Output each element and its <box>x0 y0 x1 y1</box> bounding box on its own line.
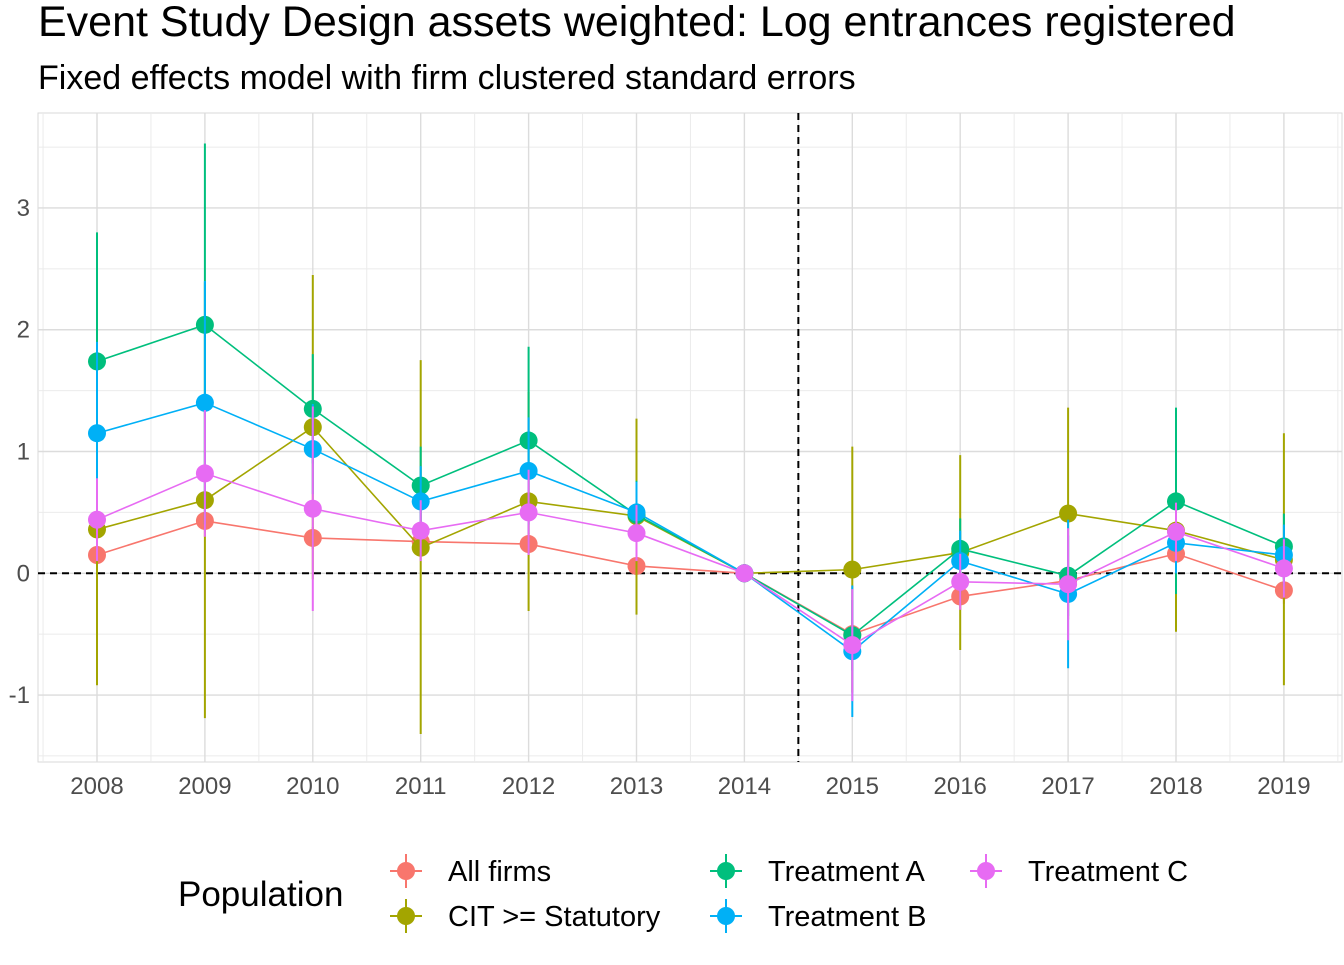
data-point <box>1059 504 1078 523</box>
chart-title: Event Study Design assets weighted: Log … <box>38 0 1236 46</box>
series-line <box>96 472 1285 647</box>
legend-label: Treatment A <box>768 856 926 888</box>
series-line <box>96 323 1285 637</box>
y-tick-label: 0 <box>17 560 30 587</box>
x-tick-label: 2019 <box>1257 773 1310 800</box>
x-tick-label: 2015 <box>826 773 879 800</box>
data-point <box>1274 559 1293 578</box>
data-point <box>88 510 106 529</box>
y-tick-label: 2 <box>17 317 30 344</box>
x-tick-label: 2018 <box>1149 773 1202 800</box>
x-tick-label: 2013 <box>610 773 663 800</box>
legend-key-point <box>977 862 995 880</box>
legend-key-point <box>717 862 735 880</box>
data-point <box>1167 492 1185 511</box>
x-tick-label: 2016 <box>934 773 987 800</box>
x-tick-label: 2014 <box>718 773 771 800</box>
data-point <box>195 464 214 483</box>
data-point <box>1059 575 1078 594</box>
legend-label: All firms <box>448 856 551 888</box>
plot-panel: -1 0 1 2 3 2008 2009 2010 2011 2012 2013 2014 2015 20… <box>9 112 1343 800</box>
y-tick-label: -1 <box>9 682 30 709</box>
legend-item-treatment-b: Treatment B <box>710 899 926 933</box>
legend-item-cit-statutory: CIT >= Statutory <box>390 899 661 933</box>
data-point <box>843 636 862 655</box>
data-point <box>951 572 970 591</box>
legend-key-point <box>397 907 415 925</box>
x-tick-label: 2011 <box>395 773 447 800</box>
data-point <box>88 424 106 443</box>
y-tick-label: 3 <box>17 195 30 222</box>
legend-item-treatment-c: Treatment C <box>970 854 1188 888</box>
legend-label: CIT >= Statutory <box>448 901 661 933</box>
data-point <box>195 393 214 412</box>
x-tick-label: 2010 <box>286 773 339 800</box>
legend-item-all-firms: All firms <box>390 854 551 888</box>
data-point <box>843 560 862 579</box>
data-point <box>1167 522 1185 541</box>
legend-label: Treatment C <box>1028 856 1188 888</box>
series-treatment-c <box>88 406 1293 702</box>
data-point <box>735 564 754 583</box>
legend-key-point <box>717 907 735 925</box>
x-tick-label: 2008 <box>70 773 123 800</box>
legend-item-treatment-a: Treatment A <box>710 854 926 888</box>
data-point <box>411 521 430 540</box>
x-tick-label: 2009 <box>178 773 231 800</box>
data-point <box>519 503 538 522</box>
legend-label: Treatment B <box>768 901 926 933</box>
x-tick-label: 2012 <box>502 773 555 800</box>
data-point <box>303 499 322 518</box>
legend-key-point <box>397 862 415 880</box>
legend-title: Population <box>178 875 343 914</box>
x-tick-label: 2017 <box>1041 773 1094 800</box>
series-line <box>96 401 1284 653</box>
y-tick-label: 1 <box>17 439 30 466</box>
chart-subtitle: Fixed effects model with firm clustered … <box>38 59 856 97</box>
data-point <box>627 524 646 543</box>
legend: Population All firms CIT >= Statutory Trea… <box>178 854 1188 933</box>
